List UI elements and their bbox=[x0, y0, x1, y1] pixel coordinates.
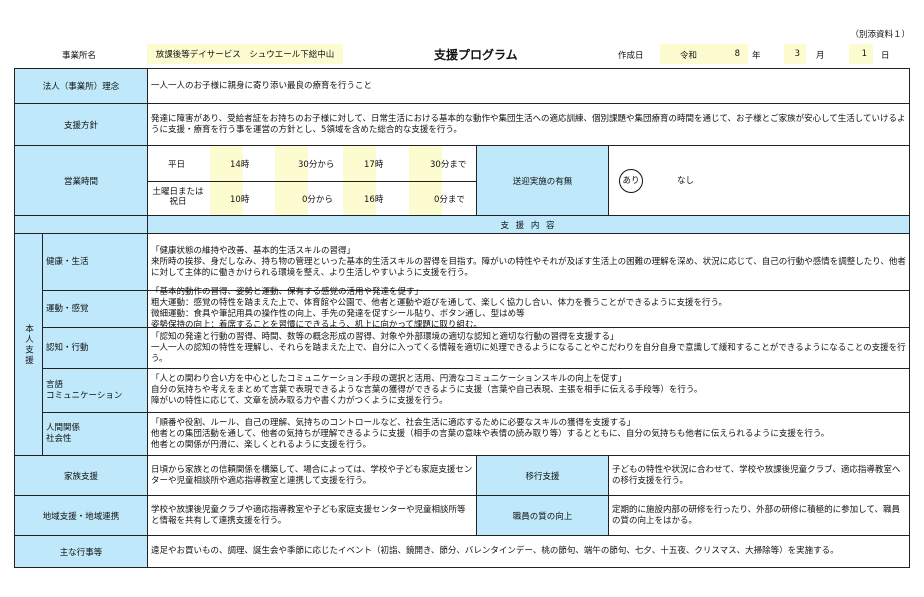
office-label: 事業所名 bbox=[62, 51, 97, 61]
holiday-end-hour[interactable]: 16時 bbox=[364, 195, 384, 205]
personal-support-item-text: 「基本的動作の習得、姿勢と運動、保有する感覚の活用や発達を促す」 粗大運動：感覚の… bbox=[147, 287, 910, 330]
philosophy-label: 法人（事業所）理念 bbox=[14, 68, 148, 104]
year: 8 bbox=[734, 49, 740, 59]
attachment-label: （別添資料１） bbox=[850, 30, 910, 40]
personal-support-item-text: 「健康状態の維持や改善、基本的生活スキルの習得」 来所時の挨拶、身だしなみ、持ち物… bbox=[147, 233, 910, 291]
holiday-label: 土曜日または祝日 bbox=[152, 187, 204, 207]
personal-support-item-text: 「認知の発達と行動の習得、時間、数等の概念形成の習得、対象や外部環境の適切な認知… bbox=[147, 327, 910, 369]
day: 1 bbox=[861, 49, 867, 59]
transport-no-option[interactable]: なし bbox=[677, 176, 695, 186]
personal-support-item-label: 健康・生活 bbox=[42, 233, 148, 291]
day-unit: 日 bbox=[881, 51, 890, 61]
philosophy-text: 一人一人のお子様に親身に寄り添い最良の療育を行うこと bbox=[147, 68, 910, 104]
office-name: 放課後等デイサービス シュウエール下総中山 bbox=[155, 50, 335, 60]
support-text-line: 「人との関わり合い方を中心としたコミュニケーション手段の選択と活用、円滑なコミュ… bbox=[151, 374, 627, 384]
support-text-line: 他者との集団活動を通して、他者の気持ちが理解できるように支援（相手の言葉の意味や… bbox=[151, 428, 830, 439]
support-text-line: 一人一人の認知の特性を理解し、それらを踏まえた上で、自分に入ってくる情報を適切に… bbox=[151, 342, 906, 364]
support-text-line: 自分の気持ちや考えをまとめて言葉で表現できるような言葉の獲得ができるように支援（… bbox=[151, 385, 703, 395]
personal-support-item-label: 認知・行動 bbox=[42, 327, 148, 369]
content-header-blank bbox=[14, 215, 148, 234]
personal-support-item-label: 言語 コミュニケーション bbox=[42, 368, 148, 413]
personal-support-item-label: 人間関係 社会性 bbox=[42, 412, 148, 456]
support-text-line: 粗大運動：感覚の特性を踏まえた上で、体育館や公園で、他者と運動や遊びを通して、楽… bbox=[151, 298, 727, 308]
created-label: 作成日 bbox=[618, 51, 644, 61]
personal-support-item-text: 「人との関わり合い方を中心としたコミュニケーション手段の選択と活用、円滑なコミュ… bbox=[147, 368, 910, 413]
holiday-row: 土曜日または祝日 10時 0分から 16時 0分まで bbox=[148, 182, 476, 215]
support-text-line: 他者との関係が円滑に、楽しくとれるように支援を行う。 bbox=[151, 439, 372, 450]
personal-support-label: 本人支援 bbox=[14, 233, 43, 456]
weekday-row: 平日 14時 30分から 17時 30分まで bbox=[148, 146, 476, 181]
holiday-start-hour[interactable]: 10時 bbox=[230, 195, 250, 205]
page-title: 支援プログラム bbox=[434, 48, 518, 62]
weekday-label: 平日 bbox=[168, 160, 186, 170]
policy-text: 発達に障害があり、受給者証をお持ちのお子様に対して、日常生活における基本的な動作… bbox=[147, 103, 910, 146]
support-text-line: 微細運動：食具や筆記用具の操作性の向上、手先の発達を促すシール貼り、ボタン通し、… bbox=[151, 309, 525, 319]
weekday-start-minute[interactable]: 30分から bbox=[298, 160, 335, 170]
transition-support-label: 移行支援 bbox=[476, 455, 609, 496]
staff-quality-text: 定期的に施設内部の研修を行ったり、外部の研修に積極的に参加して、職員の質の向上を… bbox=[608, 495, 910, 536]
transport-options: あり なし bbox=[608, 145, 910, 216]
support-text-line: 来所時の挨拶、身だしなみ、持ち物の管理といった基本的生活スキルの習得を目指す。障… bbox=[151, 256, 906, 278]
support-text-line: 「認知の発達と行動の習得、時間、数等の概念形成の習得、対象や外部環境の適切な認知… bbox=[151, 331, 619, 342]
transition-support-text: 子どもの特性や状況に合わせて、学校や放課後児童クラブ、適応指導教室への移行支援を… bbox=[608, 455, 910, 496]
year-unit: 年 bbox=[752, 51, 761, 61]
weekday-end-hour[interactable]: 17時 bbox=[364, 160, 384, 170]
content-header: 支 援 内 容 bbox=[147, 215, 910, 234]
staff-quality-label: 職員の質の向上 bbox=[476, 495, 609, 536]
support-text-line: 「健康状態の維持や改善、基本的生活スキルの習得」 bbox=[151, 245, 356, 256]
support-text-line: 障がいの特性に応じて、文章を読み取る力や書く力がつくように支援を行う。 bbox=[151, 396, 448, 406]
hours-label: 営業時間 bbox=[14, 145, 148, 216]
personal-support-item-label: 運動・感覚 bbox=[42, 290, 148, 328]
month: 3 bbox=[794, 49, 800, 59]
era-year-field[interactable]: 令和 8 bbox=[660, 44, 748, 64]
holiday-end-minute[interactable]: 0分まで bbox=[434, 195, 465, 205]
office-name-field[interactable]: 放課後等デイサービス シュウエール下総中山 bbox=[147, 44, 343, 64]
support-text-line: 「基本的動作の習得、姿勢と運動、保有する感覚の活用や発達を促す」 bbox=[151, 287, 424, 297]
month-unit: 月 bbox=[816, 51, 825, 61]
support-text-line: 姿勢保持の向上：着席することを習慣にできるよう、机上に向かって課題に取り組む。 bbox=[151, 320, 482, 330]
weekday-start-hour[interactable]: 14時 bbox=[230, 160, 250, 170]
community-support-label: 地域支援・地域連携 bbox=[14, 495, 148, 536]
events-label: 主な行事等 bbox=[14, 535, 148, 568]
family-support-label: 家族支援 bbox=[14, 455, 148, 496]
family-support-text: 日頃から家族との信頼関係を構築して、場合によっては、学校や子ども家庭支援センター… bbox=[147, 455, 477, 496]
support-text-line: 「順番や役割、ルール、自己の理解、気持ちのコントロールなど、社会生活に適応するた… bbox=[151, 417, 636, 428]
transport-yes-option[interactable]: あり bbox=[619, 169, 643, 193]
holiday-start-minute[interactable]: 0分から bbox=[302, 195, 333, 205]
community-support-text: 学校や放課後児童クラブや適応指導教室や子ども家庭支援センターや児童相談所等と情報… bbox=[147, 495, 477, 536]
events-text: 遠足やお買いもの、調理、誕生会や季節に応じたイベント（初詣、鏡開き、節分、バレン… bbox=[147, 535, 910, 568]
day-field[interactable]: 1 bbox=[849, 44, 873, 64]
era: 令和 bbox=[680, 51, 698, 61]
personal-support-item-text: 「順番や役割、ルール、自己の理解、気持ちのコントロールなど、社会生活に適応するた… bbox=[147, 412, 910, 456]
weekday-end-minute[interactable]: 30分まで bbox=[430, 160, 467, 170]
month-field[interactable]: 3 bbox=[784, 44, 806, 64]
policy-label: 支援方針 bbox=[14, 103, 148, 146]
hours-table: 平日 14時 30分から 17時 30分まで 土曜日または祝日 10時 0分から… bbox=[147, 145, 477, 216]
transport-label: 送迎実施の有無 bbox=[476, 145, 609, 216]
